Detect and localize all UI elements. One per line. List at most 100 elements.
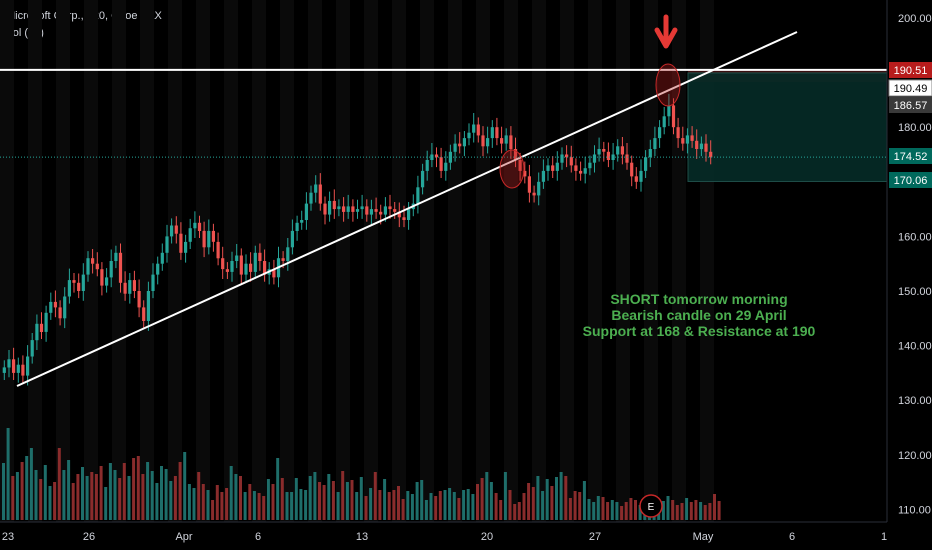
volume-bar — [489, 482, 493, 520]
breakdown-highlight — [499, 149, 525, 189]
candle-body — [565, 154, 569, 158]
volume-bar — [573, 491, 577, 520]
time-tick: 20 — [481, 531, 493, 543]
candle-body — [123, 282, 127, 294]
candle-body — [281, 258, 285, 261]
candle-body — [532, 192, 536, 196]
volume-bar — [401, 499, 405, 520]
volume-bar — [11, 476, 15, 520]
volume-bar — [355, 492, 359, 520]
volume-bar — [57, 448, 61, 520]
volume-bar — [331, 481, 335, 520]
candle-body — [249, 263, 253, 272]
volume-bar — [638, 505, 642, 520]
session-band — [616, 0, 630, 522]
candle-body — [653, 138, 657, 149]
candle-body — [263, 261, 267, 275]
position-zones — [687, 69, 888, 182]
candle-body — [523, 170, 527, 177]
earnings-event-label: E — [648, 502, 655, 513]
candle-body — [704, 143, 708, 152]
candle-body — [383, 206, 387, 215]
candle-body — [314, 184, 318, 193]
candle-body — [35, 323, 39, 341]
candle-body — [253, 252, 257, 272]
volume-bar — [392, 490, 396, 520]
volume-bar — [480, 478, 484, 520]
volume-bar — [290, 492, 294, 520]
time-axis[interactable]: 23 26 Apr 6 13 20 27 May 6 1 — [0, 521, 887, 543]
candle-body — [118, 252, 123, 283]
volume-bar — [675, 505, 679, 520]
price-labels: 190.51 190.49 186.57 174.52 170.06 — [888, 62, 932, 188]
volume-bar — [578, 492, 582, 520]
volume-bar — [118, 478, 122, 520]
volume-bar — [308, 476, 312, 520]
candle-body — [379, 211, 383, 215]
candle-body — [676, 127, 680, 139]
annotation-line: Support at 168 & Resistance at 190 — [583, 323, 816, 339]
session-band — [588, 0, 602, 522]
price-tick: 110.00 — [898, 504, 931, 516]
session-band — [420, 0, 434, 522]
session-band — [168, 0, 182, 522]
candle-body — [476, 124, 480, 136]
candle-body — [105, 277, 109, 286]
candle-body — [258, 252, 262, 261]
volume-bar — [615, 502, 619, 520]
candle-body — [365, 206, 369, 215]
volume-bar — [531, 487, 535, 520]
volume-bar — [666, 496, 670, 520]
candle-body — [202, 230, 206, 248]
volume-bar — [169, 481, 173, 520]
price-tick: 130.00 — [898, 395, 932, 407]
candle-body — [77, 282, 81, 291]
candle-body — [588, 162, 592, 169]
volume-bar — [699, 502, 703, 520]
volume-bar — [582, 481, 586, 520]
candle-body — [355, 209, 360, 212]
volume-bar — [81, 467, 84, 520]
volume-bar — [99, 466, 103, 520]
volume-bar — [624, 502, 628, 520]
price-tick: 160.00 — [898, 231, 932, 243]
candle-body — [230, 261, 234, 272]
drawings[interactable]: E — [0, 14, 887, 518]
candle-body — [574, 165, 578, 171]
volume-bar — [661, 501, 665, 520]
volume-bar — [304, 490, 308, 520]
volume-bar — [420, 480, 424, 520]
session-band — [392, 0, 406, 522]
volume-bar — [257, 493, 261, 520]
volume-bar — [248, 484, 252, 520]
volume-bar — [476, 484, 479, 520]
candle-body — [30, 340, 34, 357]
candle-body — [114, 252, 118, 261]
volume-bar — [113, 470, 117, 520]
candle-body — [611, 154, 615, 160]
candle-body — [318, 184, 322, 204]
volume-bar — [341, 471, 345, 520]
candle-body — [509, 135, 513, 150]
volume-bar — [387, 492, 391, 520]
annotation-line: SHORT tomorrow morning — [610, 291, 787, 307]
volume-bar — [313, 472, 317, 520]
candle-body — [58, 307, 62, 319]
resistance-price-label: 190.51 — [894, 65, 928, 77]
volume-bar — [541, 491, 545, 520]
candle-body — [397, 211, 401, 218]
session-band — [504, 0, 518, 522]
candle-body — [439, 157, 443, 171]
volume-bar — [383, 479, 387, 520]
volume-bar — [457, 498, 461, 520]
volume-bar — [201, 484, 205, 520]
candle-body — [690, 135, 694, 141]
current-price-label: 174.52 — [894, 151, 928, 163]
time-tick: 1 — [881, 531, 887, 543]
volume-bar — [48, 486, 52, 520]
price-axis[interactable]: 200.00190.00180.00170.00160.00150.00140.… — [886, 0, 932, 522]
candle-body — [500, 138, 504, 144]
resistance-price-label-bg — [889, 62, 932, 78]
candle-body — [644, 157, 648, 171]
